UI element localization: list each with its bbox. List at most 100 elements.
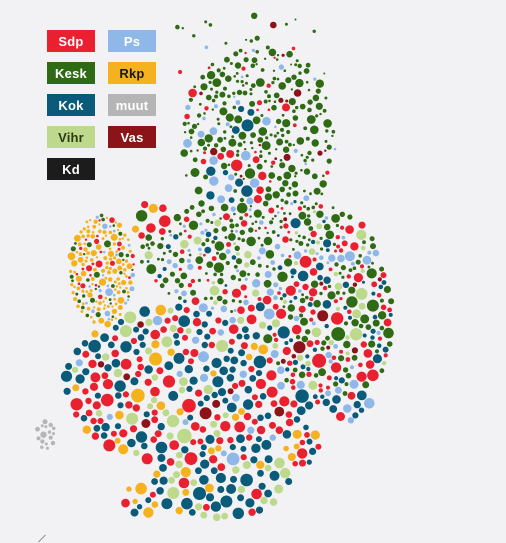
bubble-cluster-3-sdp[interactable]	[247, 304, 255, 312]
bubble-central-kesk[interactable]	[369, 236, 375, 242]
bubble-north-kesk[interactable]	[319, 112, 322, 116]
bubble-west_coast-ps[interactable]	[107, 317, 111, 321]
bubble-north-kesk[interactable]	[292, 190, 299, 197]
bubble-north-outlier-kesk[interactable]	[181, 27, 184, 30]
legend-chip-kd[interactable]: Kd	[47, 158, 95, 180]
bubble-east-kesk[interactable]	[343, 321, 349, 326]
bubble-north-ps[interactable]	[235, 229, 239, 233]
bubble-north-kesk[interactable]	[232, 105, 237, 110]
bubble-cluster-8-kok[interactable]	[136, 504, 143, 510]
bubble-north-kesk[interactable]	[215, 90, 219, 94]
bubble-east-vihr[interactable]	[360, 269, 365, 273]
bubble-north-ps[interactable]	[274, 125, 277, 129]
bubble-south-vihr[interactable]	[166, 414, 180, 428]
bubble-south-kok[interactable]	[251, 443, 261, 453]
bubble-east-sdp[interactable]	[331, 312, 344, 325]
bubble-west_coast-sdp[interactable]	[84, 238, 88, 241]
bubble-central-kok[interactable]	[293, 200, 297, 204]
bubble-north-kesk[interactable]	[282, 119, 291, 128]
bubble-south-ps[interactable]	[232, 393, 240, 402]
bubble-south-ps[interactable]	[269, 434, 276, 441]
bubble-central-sdp[interactable]	[244, 295, 248, 299]
bubble-west_coast-rkp[interactable]	[115, 250, 118, 253]
bubble-south-sdp[interactable]	[251, 418, 258, 425]
bubble-west_coast-rkp[interactable]	[69, 269, 73, 273]
bubble-central-sdp[interactable]	[310, 230, 317, 238]
bubble-east-kok[interactable]	[334, 376, 339, 381]
bubble-south-rkp[interactable]	[167, 348, 175, 356]
bubble-west_coast-kesk[interactable]	[125, 253, 130, 258]
bubble-north-kesk[interactable]	[263, 159, 267, 163]
bubble-north-kesk[interactable]	[203, 112, 206, 115]
bubble-north-vas[interactable]	[278, 97, 284, 103]
bubble-west_coast-rkp[interactable]	[92, 306, 96, 309]
bubble-west_coast-kesk[interactable]	[97, 285, 101, 288]
bubble-central-kesk[interactable]	[168, 249, 172, 253]
bubble-south-vihr[interactable]	[95, 410, 103, 417]
bubble-south-kok[interactable]	[226, 402, 237, 413]
bubble-south-kok[interactable]	[240, 445, 247, 452]
bubble-west_coast-sdp[interactable]	[86, 265, 93, 272]
bubble-central-kesk[interactable]	[327, 284, 332, 289]
bubble-cluster-8-sdp[interactable]	[149, 491, 156, 498]
bubble-capital-sdp[interactable]	[178, 477, 190, 489]
bubble-cluster-1-ps[interactable]	[224, 184, 233, 193]
bubble-east-vas[interactable]	[351, 347, 358, 354]
bubble-north-ps[interactable]	[235, 100, 241, 105]
bubble-south-vas[interactable]	[123, 373, 131, 381]
bubble-south-kok[interactable]	[211, 357, 222, 369]
bubble-cluster-8-kok[interactable]	[145, 497, 152, 504]
bubble-central-kesk[interactable]	[213, 272, 217, 277]
bubble-central-kesk[interactable]	[224, 236, 228, 239]
bubble-central-ps[interactable]	[174, 289, 179, 294]
bubble-central-ps[interactable]	[248, 208, 252, 212]
bubble-east-kesk[interactable]	[374, 349, 380, 354]
bubble-cluster-6-sdp[interactable]	[336, 412, 345, 421]
bubble-west_coast-rkp[interactable]	[104, 296, 108, 300]
bubble-west_coast-rkp[interactable]	[83, 247, 88, 252]
bubble-north-kesk[interactable]	[295, 78, 304, 88]
bubble-east-kok[interactable]	[376, 343, 382, 349]
bubble-capital-rkp[interactable]	[153, 470, 161, 478]
bubble-north-kesk[interactable]	[286, 192, 291, 198]
bubble-north-kesk[interactable]	[281, 133, 285, 138]
bubble-north-ps[interactable]	[313, 77, 317, 81]
bubble-cluster-8-rkp[interactable]	[132, 498, 138, 505]
bubble-central-kesk[interactable]	[174, 278, 181, 284]
bubble-north-kesk[interactable]	[192, 157, 198, 163]
bubble-aland-muut[interactable]	[52, 432, 55, 436]
bubble-south-kok[interactable]	[229, 444, 236, 451]
bubble-central-kesk[interactable]	[239, 270, 247, 278]
bubble-south-sdp[interactable]	[136, 356, 143, 363]
bubble-central-ps[interactable]	[324, 216, 329, 220]
bubble-north-kesk[interactable]	[279, 159, 283, 162]
bubble-north-kesk[interactable]	[288, 142, 292, 147]
bubble-north-sdp[interactable]	[184, 113, 190, 120]
bubble-central-kok[interactable]	[342, 281, 350, 288]
bubble-west_coast-rkp[interactable]	[85, 290, 89, 293]
bubble-west_coast-kesk[interactable]	[108, 298, 112, 301]
bubble-central-ps[interactable]	[264, 271, 272, 278]
bubble-west_coast-rkp[interactable]	[102, 230, 107, 235]
bubble-north-kesk[interactable]	[203, 174, 209, 180]
bubble-north-kesk[interactable]	[309, 192, 312, 196]
bubble-east-ps[interactable]	[270, 350, 279, 358]
bubble-north-kesk[interactable]	[276, 77, 280, 81]
bubble-west_coast-kesk[interactable]	[90, 297, 95, 303]
bubble-north-kesk[interactable]	[274, 214, 277, 218]
bubble-east-kesk[interactable]	[362, 381, 370, 389]
bubble-north-sdp[interactable]	[244, 51, 247, 55]
bubble-west_coast-ps[interactable]	[105, 288, 113, 296]
bubble-central-kesk[interactable]	[233, 264, 238, 269]
bubble-south-rkp[interactable]	[149, 352, 163, 366]
bubble-south-sdp[interactable]	[255, 400, 263, 408]
bubble-cluster-7-rkp[interactable]	[283, 445, 289, 452]
bubble-central-kesk[interactable]	[362, 240, 366, 245]
bubble-north-kesk[interactable]	[239, 229, 245, 236]
bubble-west_coast-kesk[interactable]	[86, 278, 90, 282]
bubble-west_coast-rkp[interactable]	[81, 234, 85, 239]
bubble-north-kesk[interactable]	[204, 134, 213, 143]
bubble-east-sdp[interactable]	[282, 346, 291, 356]
bubble-central-kesk[interactable]	[157, 243, 164, 250]
bubble-east-kesk[interactable]	[383, 285, 391, 294]
